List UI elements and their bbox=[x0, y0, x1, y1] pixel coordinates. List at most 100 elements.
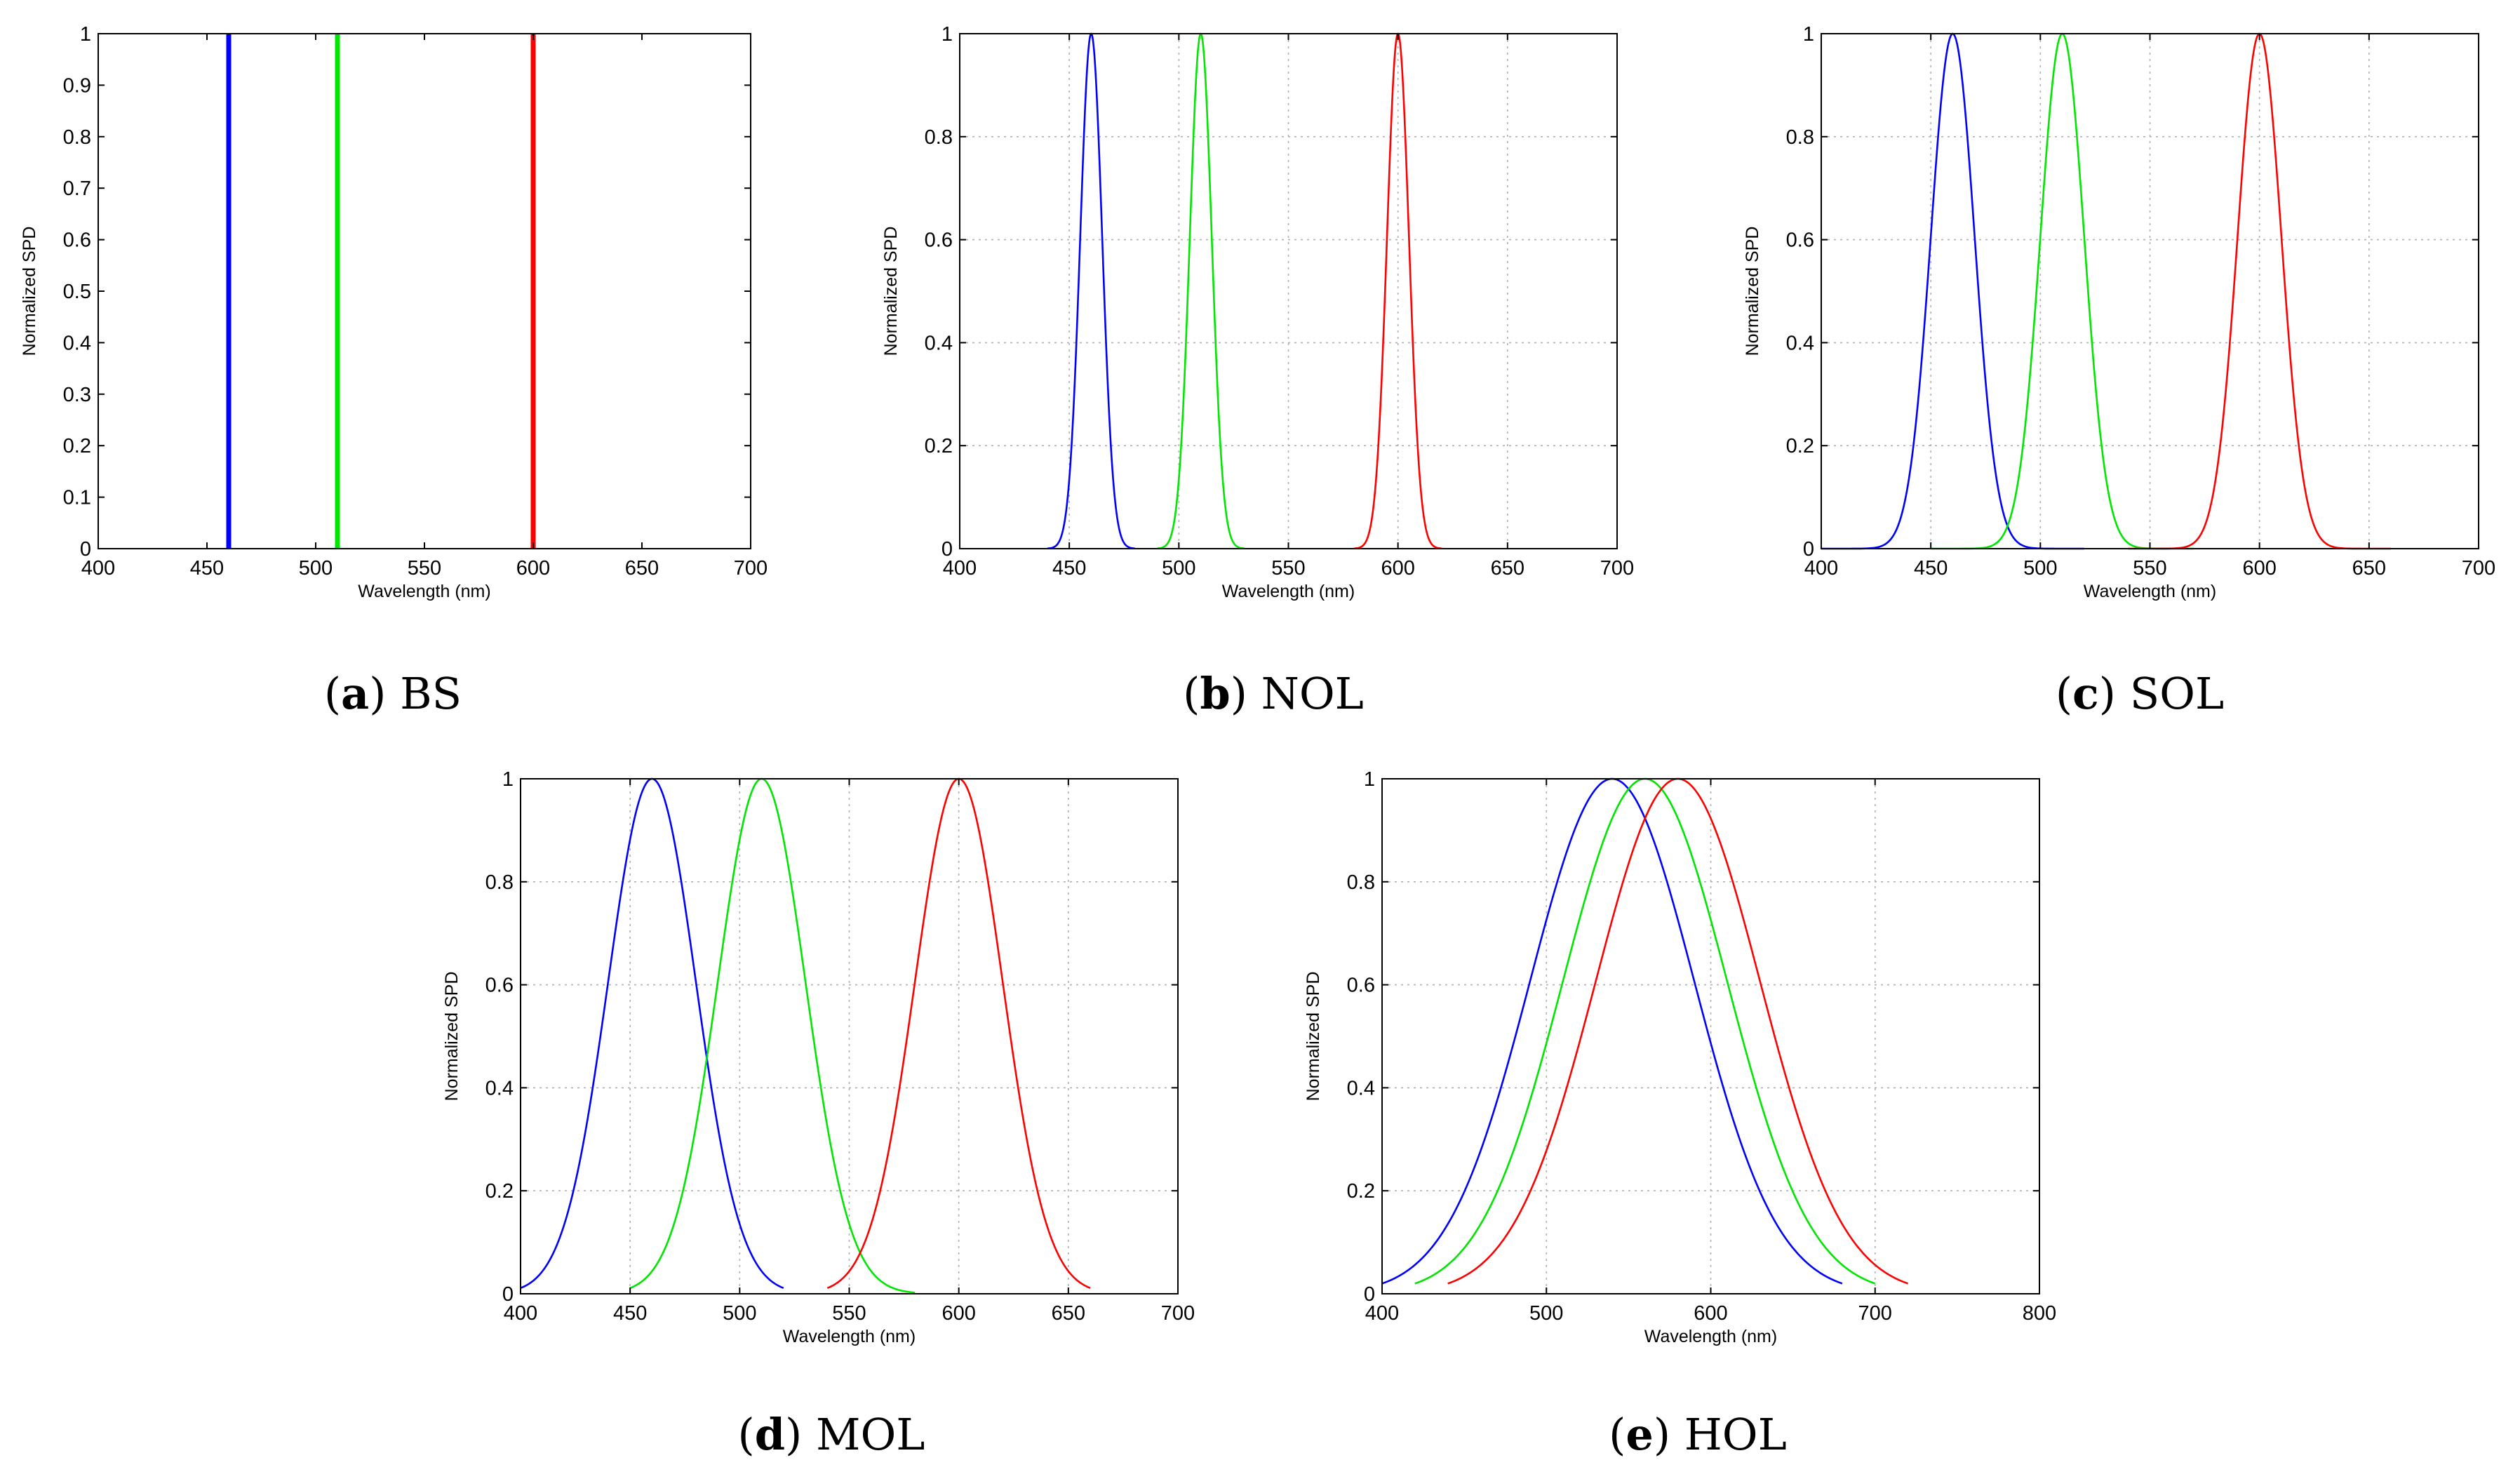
x-tick-label: 500 bbox=[2023, 557, 2057, 580]
series-line-green bbox=[1931, 32, 2194, 550]
caption-paren-open: ( bbox=[1609, 1409, 1626, 1460]
x-tick-label: 400 bbox=[81, 557, 115, 580]
y-tick-label: 0.3 bbox=[63, 384, 91, 406]
panel-caption: (d) MOL bbox=[738, 1409, 925, 1460]
x-tick-label: 450 bbox=[613, 1302, 647, 1325]
y-tick-label: 0.8 bbox=[1347, 871, 1375, 894]
chart-panel-b: 400 450 500 550 600 650 700 0 0.2 0.4 0.6 0.8 1 Wavel… bbox=[881, 23, 1634, 719]
caption-paren-close: ) bbox=[369, 668, 400, 719]
x-tick-label: 650 bbox=[2352, 557, 2386, 580]
y-axis-label: Normalized SPD bbox=[20, 227, 39, 356]
x-tick-label: 450 bbox=[1914, 557, 1948, 580]
x-tick-label: 550 bbox=[832, 1302, 866, 1325]
x-tick-label: 450 bbox=[1052, 557, 1086, 580]
y-tick-label: 0.8 bbox=[1786, 126, 1814, 149]
y-tick-label: 0.7 bbox=[63, 178, 91, 200]
x-tick-label: 650 bbox=[1052, 1302, 1085, 1325]
y-tick-label: 0.8 bbox=[925, 126, 953, 149]
series-line-blue bbox=[520, 777, 784, 1290]
y-tick-label: 0.4 bbox=[925, 332, 953, 354]
caption-name: MOL bbox=[816, 1409, 925, 1460]
chart-panel-c: 400 450 500 550 600 650 700 0 0.2 0.4 0.6 0.8 1 Wavel… bbox=[1743, 23, 2495, 719]
y-tick-label: 0.2 bbox=[1786, 435, 1814, 457]
y-tick-label: 0.6 bbox=[1347, 975, 1375, 997]
y-tick-label: 0.4 bbox=[485, 1077, 514, 1099]
caption-paren-close: ) bbox=[785, 1409, 816, 1460]
x-axis-label: Wavelength (nm) bbox=[2084, 582, 2216, 601]
y-tick-label: 0 bbox=[1803, 538, 1814, 561]
y-axis-label: Normalized SPD bbox=[1303, 972, 1323, 1102]
x-tick-label: 700 bbox=[734, 557, 768, 580]
x-tick-label: 500 bbox=[723, 1302, 756, 1325]
panel-caption: (e) HOL bbox=[1609, 1409, 1787, 1460]
caption-name: NOL bbox=[1261, 668, 1364, 719]
x-tick-label: 700 bbox=[2462, 557, 2495, 580]
series-line-green bbox=[1157, 32, 1245, 550]
y-tick-label: 0 bbox=[502, 1283, 514, 1306]
x-tick-label: 600 bbox=[2242, 557, 2276, 580]
caption-letter: a bbox=[341, 668, 369, 719]
y-tick-label: 0.2 bbox=[1347, 1180, 1375, 1203]
y-axis-label: Normalized SPD bbox=[881, 227, 901, 356]
caption-paren-open: ( bbox=[738, 1409, 755, 1460]
y-tick-label: 0 bbox=[1364, 1283, 1375, 1306]
x-tick-label: 650 bbox=[1491, 557, 1524, 580]
caption-paren-open: ( bbox=[1183, 668, 1200, 719]
caption-paren-close: ) bbox=[1231, 668, 1261, 719]
panel-caption: (b) NOL bbox=[1183, 668, 1364, 719]
y-tick-label: 0.6 bbox=[1786, 229, 1814, 252]
caption-paren-open: ( bbox=[324, 668, 341, 719]
x-tick-label: 600 bbox=[1694, 1302, 1727, 1325]
y-tick-label: 0.6 bbox=[63, 229, 91, 252]
x-tick-label: 500 bbox=[299, 557, 333, 580]
x-tick-label: 600 bbox=[941, 1302, 975, 1325]
y-tick-label: 0.6 bbox=[925, 229, 953, 252]
plot-frame bbox=[98, 33, 751, 549]
y-tick-label: 0.4 bbox=[1347, 1077, 1375, 1099]
x-tick-label: 600 bbox=[1381, 557, 1414, 580]
x-tick-label: 400 bbox=[1365, 1302, 1399, 1325]
caption-letter: d bbox=[755, 1409, 785, 1460]
x-tick-label: 600 bbox=[516, 557, 550, 580]
y-tick-label: 0.8 bbox=[63, 126, 91, 149]
x-tick-label: 800 bbox=[2023, 1302, 2056, 1325]
x-tick-label: 500 bbox=[1162, 557, 1195, 580]
y-tick-label: 0.5 bbox=[63, 281, 91, 303]
x-axis-label: Wavelength (nm) bbox=[783, 1327, 916, 1346]
caption-letter: c bbox=[2072, 668, 2099, 719]
x-tick-label: 450 bbox=[190, 557, 224, 580]
chart-panel-e: 400 500 600 700 800 0 0.2 0.4 0.6 0.8 1 Wavelength … bbox=[1303, 768, 2056, 1460]
x-tick-label: 700 bbox=[1858, 1302, 1892, 1325]
panel-caption: (a) BS bbox=[324, 668, 462, 719]
x-tick-label: 550 bbox=[1271, 557, 1305, 580]
series-line-blue bbox=[1047, 32, 1135, 550]
y-tick-label: 1 bbox=[502, 768, 514, 791]
x-axis-label: Wavelength (nm) bbox=[1222, 582, 1355, 601]
y-tick-label: 0.6 bbox=[485, 975, 514, 997]
series-line-green bbox=[629, 777, 916, 1294]
x-tick-label: 400 bbox=[504, 1302, 537, 1325]
y-tick-label: 0.1 bbox=[63, 487, 91, 509]
chart-panel-d: 400 450 500 550 600 650 700 0 0.2 0.4 0.6 0.8 1 Wavel… bbox=[442, 768, 1195, 1460]
x-tick-label: 700 bbox=[1600, 557, 1634, 580]
caption-paren-close: ) bbox=[1654, 1409, 1684, 1460]
series-line-green bbox=[1414, 777, 1876, 1285]
x-axis-label: Wavelength (nm) bbox=[358, 582, 490, 601]
caption-name: HOL bbox=[1684, 1409, 1787, 1460]
y-tick-label: 0 bbox=[941, 538, 953, 561]
y-tick-label: 0.9 bbox=[63, 74, 91, 97]
x-tick-label: 500 bbox=[1529, 1302, 1563, 1325]
y-tick-label: 0 bbox=[80, 538, 91, 561]
caption-paren-open: ( bbox=[2056, 668, 2072, 719]
panel-caption: (c) SOL bbox=[2056, 668, 2224, 719]
y-tick-label: 0.8 bbox=[485, 871, 514, 894]
chart-panel-a: 400 450 500 550 600 650 700 0 0.1 0.2 0.3 0.4 0.5 0.6… bbox=[20, 23, 768, 719]
caption-letter: b bbox=[1200, 668, 1230, 719]
x-axis-label: Wavelength (nm) bbox=[1644, 1327, 1777, 1346]
x-tick-label: 650 bbox=[625, 557, 659, 580]
y-tick-label: 0.2 bbox=[485, 1180, 514, 1203]
x-tick-label: 700 bbox=[1161, 1302, 1195, 1325]
y-axis-label: Normalized SPD bbox=[1743, 227, 1762, 356]
caption-paren-close: ) bbox=[2099, 668, 2130, 719]
